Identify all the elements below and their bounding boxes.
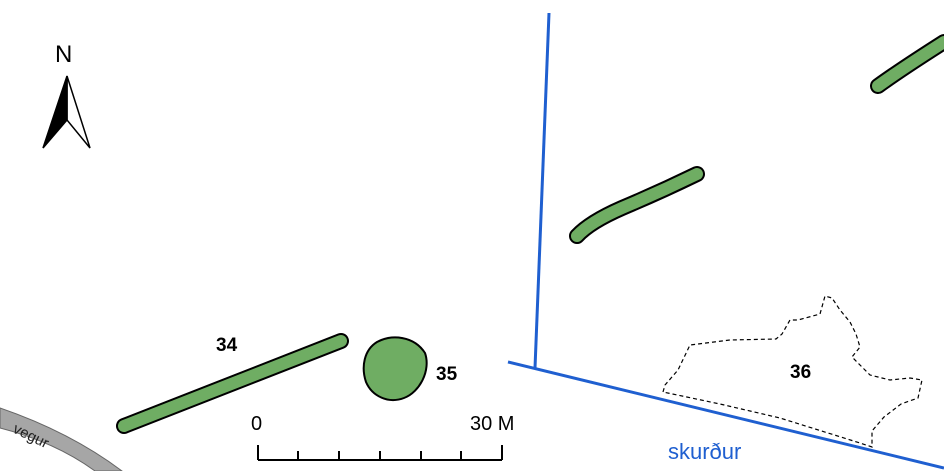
north-arrow: N	[42, 41, 91, 149]
feature-unlabeled-middle	[569, 166, 705, 244]
north-label: N	[55, 41, 72, 68]
scale-bar: 0 30 M	[251, 413, 514, 461]
ditch-line-diagonal	[507, 360, 944, 470]
feature-36-label: 36	[790, 362, 811, 383]
feature-unlabeled-middle-fill	[571, 168, 703, 242]
feature-34: 34	[116, 333, 349, 434]
scale-bar-end-label: 30 M	[470, 413, 514, 435]
feature-36: 36	[662, 295, 923, 448]
road: vegur	[0, 407, 123, 471]
feature-unlabeled-top-right	[870, 34, 944, 94]
feature-35-label: 35	[436, 364, 458, 385]
ditch-label: skurður	[668, 439, 741, 464]
scale-bar-start-label: 0	[251, 413, 262, 435]
feature-34-label: 34	[216, 335, 238, 356]
scale-bar-ruler	[257, 445, 503, 461]
feature-34-fill	[118, 335, 347, 432]
feature-36-outline	[662, 295, 923, 448]
ditch-line-vertical	[533, 12, 551, 369]
feature-35-shape	[362, 336, 428, 401]
ditch-lines: skurður	[507, 12, 944, 470]
north-arrow-icon	[42, 75, 91, 149]
feature-35: 35	[362, 336, 458, 401]
road-shape	[0, 407, 123, 471]
feature-unlabeled-top-right-fill	[872, 36, 944, 92]
